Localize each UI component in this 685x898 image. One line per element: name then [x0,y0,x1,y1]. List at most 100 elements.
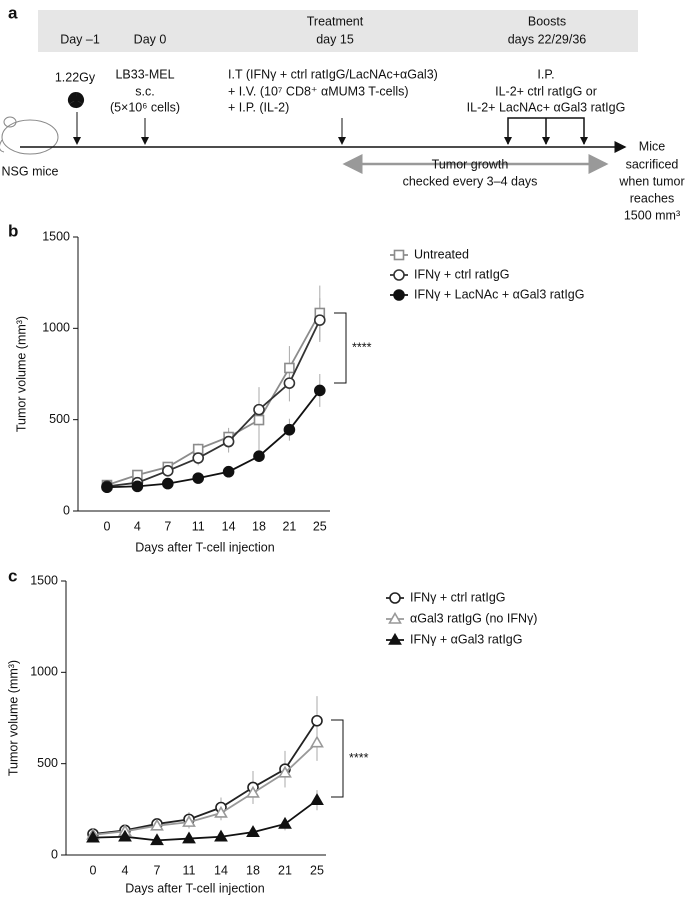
series-line [92,799,318,842]
marker [311,714,323,727]
radiation-icon [67,91,85,109]
marker [253,450,265,463]
x-tick-label: 18 [246,863,260,877]
legend-marker [388,611,402,624]
y-tick-label: 1500 [42,229,70,243]
marker [278,816,292,829]
band-text: Boosts [528,14,566,28]
x-tick-label: 4 [122,863,129,877]
marker [162,465,174,477]
marker [284,362,295,374]
marker [214,829,228,842]
x-tick-label: 21 [278,863,292,877]
marker [310,793,324,805]
tumor-text: s.c. [135,84,154,98]
legend-marker [393,269,405,281]
legend-label: IFNγ + LacNAc + αGal3 ratIgG [414,287,584,301]
marker [192,443,204,455]
legend-label: Untreated [414,247,469,261]
marker [192,472,204,484]
marker [283,423,296,436]
legend-marker [388,632,402,645]
marker [222,435,235,448]
marker [182,815,196,827]
x-tick-label: 14 [214,863,228,877]
marker [182,831,196,844]
timeline-band [38,10,638,52]
x-tick-label: 25 [310,863,324,877]
end-text: 1500 mm³ [624,208,680,222]
marker [86,830,100,843]
legend-label: αGal3 ratIgG (no IFNγ) [410,611,537,625]
marker [278,765,292,778]
panel-label: a [8,3,18,22]
end-text: Mice [639,139,665,153]
marker [192,452,204,464]
marker [150,833,164,846]
end-text: sacrificed [626,157,679,171]
y-tick-label: 1000 [42,321,70,335]
y-tick-label: 0 [63,503,70,517]
marker [246,825,260,837]
growth-text: Tumor growth [432,157,509,171]
marker [246,785,260,798]
marker [283,377,296,389]
irradiation: 1.22Gy [55,70,96,84]
x-tick-label: 4 [134,519,141,533]
marker [118,829,132,842]
marker [150,818,164,831]
series-line [106,312,321,486]
end-text: reaches [630,191,674,205]
series-line [106,319,321,488]
growth-text: checked every 3–4 days [403,174,538,188]
band-text: day 15 [316,32,354,46]
marker [162,477,174,490]
x-tick-label: 7 [164,519,171,533]
x-tick-label: 14 [222,519,236,533]
y-tick-label: 500 [49,412,70,426]
band-text: Treatment [307,14,364,28]
band-text: Day –1 [60,32,100,46]
x-tick-label: 11 [192,519,205,533]
x-tick-label: 25 [313,519,327,533]
panel-label: b [8,221,18,240]
end-text: when tumor [618,174,684,188]
x-axis-label: Days after T-cell injection [135,540,274,554]
marker [222,465,235,478]
y-tick-label: 0 [51,847,58,861]
significance-label: **** [349,751,369,765]
panel-label: c [8,566,17,585]
marker [131,480,144,493]
treatment-text: + I.P. (IL-2) [228,100,289,114]
significance-bracket [331,719,344,798]
boost-text: IL-2+ LacNAc+ αGal3 ratIgG [467,100,626,114]
marker [214,805,228,818]
legend-label: IFNγ + ctrl ratIgG [414,267,510,281]
significance-label: **** [352,340,372,354]
x-tick-label: 0 [104,519,111,533]
y-axis-label: Tumor volume (mm³) [14,316,28,432]
significance-bracket [334,312,347,384]
y-axis-label: Tumor volume (mm³) [6,660,20,776]
tumor-text: LB33-MEL [115,67,174,81]
y-tick-label: 1500 [30,573,58,587]
legend-label: IFNγ + ctrl ratIgG [410,590,506,604]
treatment-text: I.T (IFNγ + ctrl ratIgG/LacNAc+αGal3) [228,67,438,81]
x-tick-label: 7 [154,863,161,877]
marker [101,481,113,494]
marker [253,414,265,426]
band-text: days 22/29/36 [508,32,587,46]
legend-marker [389,592,401,604]
y-tick-label: 1000 [30,665,58,679]
legend-marker [393,289,405,301]
tumor-text: (5×10⁶ cells) [110,100,180,114]
x-axis-label: Days after T-cell injection [125,881,264,895]
marker [253,403,265,416]
x-tick-label: 21 [282,519,296,533]
x-tick-label: 11 [183,863,196,877]
y-tick-label: 500 [37,756,58,770]
x-tick-label: 18 [252,519,266,533]
mouse-icon [0,116,59,155]
